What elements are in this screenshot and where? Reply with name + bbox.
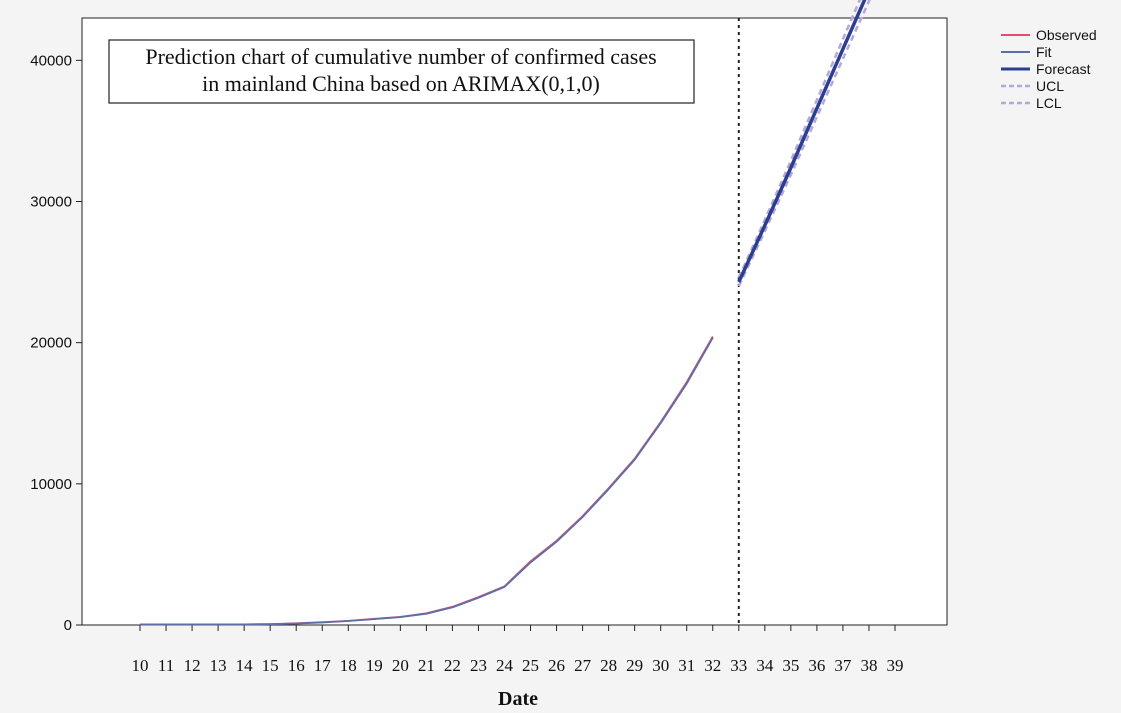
x-tick-label: 20 [392, 656, 409, 675]
series-line-ucl [737, 0, 862, 279]
y-tick-label: 0 [64, 617, 72, 634]
x-axis: 10 11 12 13 14 15 16 17 18 19 20 21 22 23 24 25 26 27 28 29… [132, 625, 904, 675]
x-tick-label: 32 [704, 656, 721, 675]
y-tick-label: 10000 [30, 476, 72, 493]
x-tick-label: 23 [470, 656, 487, 675]
x-tick-label: 30 [652, 656, 669, 675]
series-line-forecast [737, 0, 867, 283]
x-tick-label: 22 [444, 656, 461, 675]
x-tick-label: 37 [834, 656, 852, 675]
title-box [108, 39, 695, 104]
x-tick-label: 10 [132, 656, 149, 675]
x-tick-label: 35 [782, 656, 799, 675]
x-tick-label: 39 [887, 656, 904, 675]
x-tick-label: 19 [366, 656, 383, 675]
x-tick-label: 25 [522, 656, 539, 675]
x-tick-label: 28 [600, 656, 617, 675]
legend-label-ucl: UCL [1036, 78, 1064, 94]
legend-label-observed: Observed [1036, 27, 1097, 43]
x-tick-label: 12 [184, 656, 201, 675]
series-lines [140, 0, 871, 626]
x-tick-label: 24 [496, 656, 514, 675]
x-tick-label: 31 [678, 656, 695, 675]
x-tick-label: 34 [756, 656, 774, 675]
legend-label-lcl: LCL [1036, 95, 1062, 111]
x-tick-label: 36 [808, 656, 825, 675]
y-axis: 0 10000 20000 30000 40000 [30, 52, 82, 634]
x-axis-label: Date [498, 688, 538, 710]
chart-title-line-2: in mainland China based on ARIMAX(0,1,0) [202, 71, 600, 96]
x-tick-label: 14 [236, 656, 254, 675]
x-tick-label: 38 [860, 656, 877, 675]
series-line-lcl [737, 0, 871, 287]
x-tick-label: 27 [574, 656, 592, 675]
series-line-fit [140, 337, 714, 626]
chart-title-line-1: Prediction chart of cumulative number of… [145, 44, 656, 69]
x-tick-label: 13 [210, 656, 227, 675]
x-tick-label: 11 [158, 656, 174, 675]
x-tick-label: 16 [288, 656, 305, 675]
x-tick-label: 15 [262, 656, 279, 675]
legend-label-fit: Fit [1036, 44, 1052, 60]
y-tick-label: 20000 [30, 335, 72, 352]
legend-label-forecast: Forecast [1036, 61, 1091, 77]
y-tick-label: 40000 [30, 52, 72, 69]
y-tick-label: 30000 [30, 194, 72, 211]
x-tick-label: 29 [626, 656, 643, 675]
x-tick-label: 33 [730, 656, 747, 675]
x-tick-label: 17 [314, 656, 332, 675]
x-tick-label: 18 [340, 656, 357, 675]
x-tick-label: 26 [548, 656, 565, 675]
plot-area [81, 17, 948, 626]
x-tick-label: 21 [418, 656, 435, 675]
